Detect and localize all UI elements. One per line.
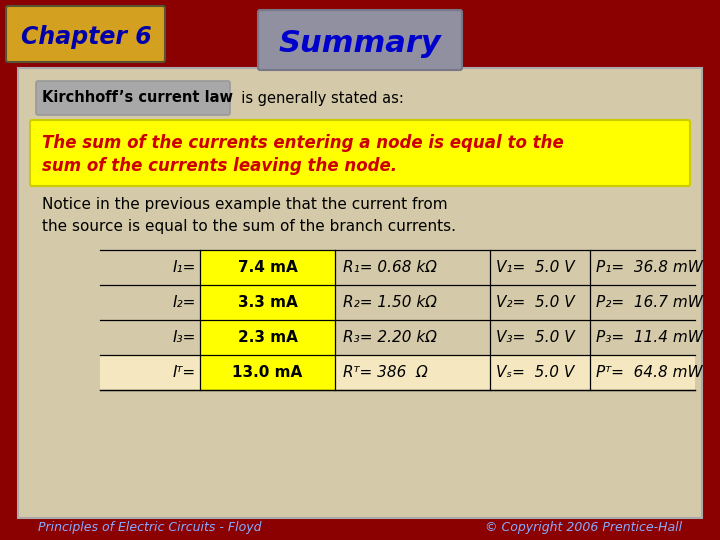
Text: Kirchhoff’s current law: Kirchhoff’s current law (42, 91, 233, 105)
Bar (200, 355, 335, 390)
Text: I₃=: I₃= (173, 330, 196, 345)
Text: Summary: Summary (279, 29, 441, 57)
Text: is generally stated as:: is generally stated as: (232, 91, 404, 105)
Text: Principles of Electric Circuits - Floyd: Principles of Electric Circuits - Floyd (38, 521, 261, 534)
Text: I₁=: I₁= (173, 260, 196, 275)
Bar (200, 250, 335, 285)
Bar (200, 320, 335, 355)
Text: The sum of the currents entering a node is equal to the: The sum of the currents entering a node … (42, 134, 564, 152)
Bar (100, 355, 695, 390)
Text: Chapter 6: Chapter 6 (21, 25, 151, 49)
Text: P₂=  16.7 mW: P₂= 16.7 mW (596, 295, 703, 310)
Text: V₃=  5.0 V: V₃= 5.0 V (496, 330, 575, 345)
Text: Notice in the previous example that the current from: Notice in the previous example that the … (42, 198, 448, 213)
Text: 2.3 mA: 2.3 mA (238, 330, 297, 345)
Text: Vₛ=  5.0 V: Vₛ= 5.0 V (496, 365, 575, 380)
Text: P₁=  36.8 mW: P₁= 36.8 mW (596, 260, 703, 275)
FancyBboxPatch shape (36, 81, 230, 115)
Text: Rᵀ= 386  Ω: Rᵀ= 386 Ω (343, 365, 428, 380)
FancyBboxPatch shape (30, 120, 690, 186)
Text: R₂= 1.50 kΩ: R₂= 1.50 kΩ (343, 295, 437, 310)
FancyBboxPatch shape (6, 6, 165, 62)
Text: Iᵀ=: Iᵀ= (173, 365, 196, 380)
Text: 3.3 mA: 3.3 mA (238, 295, 297, 310)
Text: R₁= 0.68 kΩ: R₁= 0.68 kΩ (343, 260, 437, 275)
Text: V₂=  5.0 V: V₂= 5.0 V (496, 295, 575, 310)
Text: © Copyright 2006 Prentice-Hall: © Copyright 2006 Prentice-Hall (485, 521, 682, 534)
Bar (18, 68, 702, 518)
Text: V₁=  5.0 V: V₁= 5.0 V (496, 260, 575, 275)
Text: 13.0 mA: 13.0 mA (233, 365, 302, 380)
Text: Pᵀ=  64.8 mW: Pᵀ= 64.8 mW (596, 365, 703, 380)
Text: R₃= 2.20 kΩ: R₃= 2.20 kΩ (343, 330, 437, 345)
Text: P₃=  11.4 mW: P₃= 11.4 mW (596, 330, 703, 345)
FancyBboxPatch shape (258, 10, 462, 70)
Text: the source is equal to the sum of the branch currents.: the source is equal to the sum of the br… (42, 219, 456, 234)
Text: 7.4 mA: 7.4 mA (238, 260, 297, 275)
Text: sum of the currents leaving the node.: sum of the currents leaving the node. (42, 157, 397, 175)
Text: I₂=: I₂= (173, 295, 196, 310)
Bar (200, 285, 335, 320)
